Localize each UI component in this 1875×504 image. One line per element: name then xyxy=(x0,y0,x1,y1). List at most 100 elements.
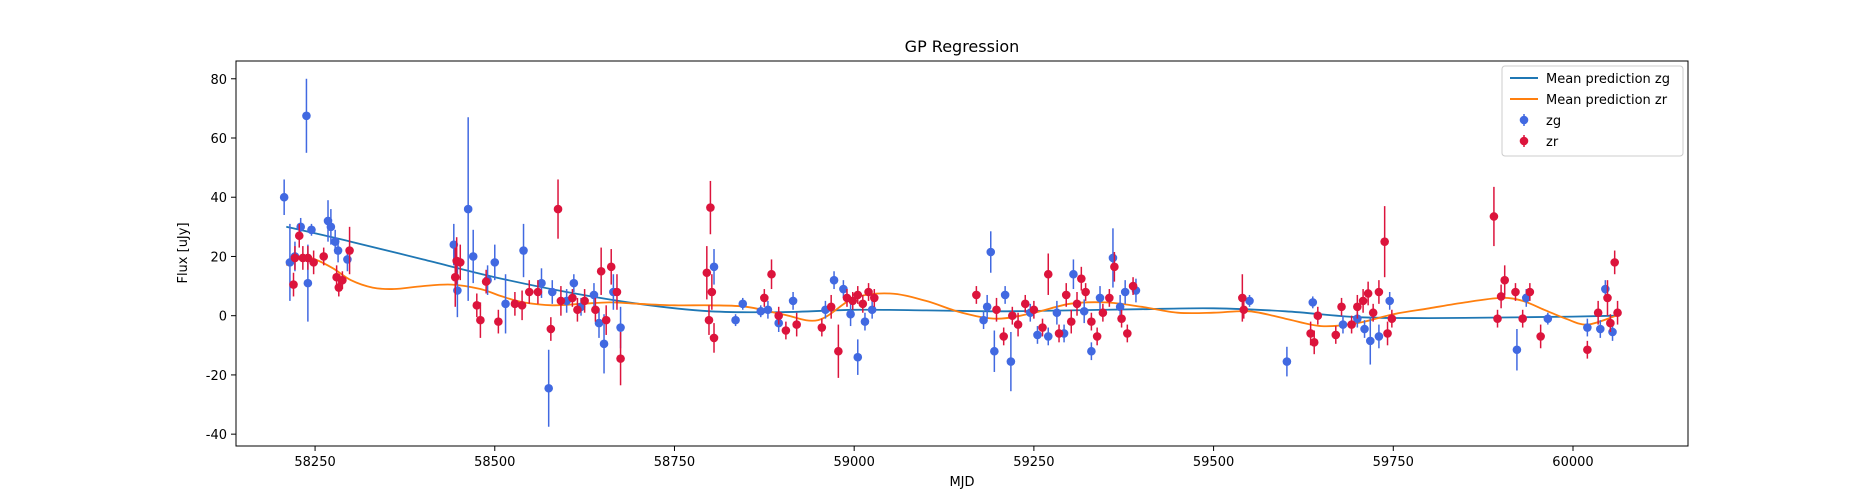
x-tick-label: 58500 xyxy=(474,455,515,470)
data-point xyxy=(596,266,606,276)
data-point xyxy=(309,258,318,267)
data-point xyxy=(1306,329,1315,338)
data-point xyxy=(296,222,305,232)
data-point xyxy=(343,255,352,264)
data-point xyxy=(481,277,491,286)
data-point xyxy=(848,296,858,306)
data-point xyxy=(853,290,863,300)
data-point xyxy=(453,286,462,295)
data-point xyxy=(706,203,715,212)
data-point xyxy=(601,315,611,325)
data-point xyxy=(860,317,870,326)
data-point xyxy=(476,315,485,325)
data-point xyxy=(573,305,582,315)
data-point xyxy=(472,301,482,310)
data-point xyxy=(568,293,577,303)
plot-area xyxy=(279,78,1622,427)
data-point xyxy=(1360,324,1369,334)
data-point xyxy=(1072,299,1082,309)
data-point xyxy=(569,278,579,288)
x-tick-label: 60000 xyxy=(1552,455,1593,470)
y-tick-label: -20 xyxy=(206,369,227,384)
data-point xyxy=(738,299,748,309)
data-point xyxy=(1347,320,1356,329)
data-point xyxy=(517,301,527,310)
data-point xyxy=(606,262,616,272)
data-point xyxy=(289,280,298,289)
data-point xyxy=(294,231,304,241)
data-point xyxy=(1593,308,1603,318)
data-point xyxy=(279,192,289,202)
data-point xyxy=(763,305,773,315)
data-point xyxy=(1092,332,1102,341)
data-point xyxy=(307,225,316,235)
chart-title: GP Regression xyxy=(905,37,1020,56)
data-point xyxy=(1500,275,1510,285)
y-tick-label: 0 xyxy=(219,310,227,325)
data-point xyxy=(1006,357,1016,366)
data-point xyxy=(334,283,344,292)
data-point xyxy=(290,253,300,263)
data-point xyxy=(756,306,766,316)
data-point xyxy=(591,305,600,315)
data-point xyxy=(1095,293,1105,303)
data-point xyxy=(704,315,714,325)
data-point xyxy=(594,318,604,328)
data-point xyxy=(1282,357,1292,366)
data-point xyxy=(1374,287,1384,297)
data-point xyxy=(616,323,625,332)
data-point xyxy=(781,326,791,335)
x-tick-label: 59250 xyxy=(1013,455,1054,470)
data-point xyxy=(1120,287,1130,297)
data-point xyxy=(612,287,622,297)
data-point xyxy=(1512,345,1522,355)
data-point xyxy=(490,258,500,267)
data-point xyxy=(1029,305,1039,315)
legend-label: zg xyxy=(1546,114,1561,129)
data-point xyxy=(510,299,520,309)
data-point xyxy=(1338,320,1348,329)
data-point xyxy=(1038,323,1047,332)
data-point xyxy=(709,333,719,343)
data-point xyxy=(731,315,740,325)
data-point xyxy=(992,305,1001,315)
data-point xyxy=(326,222,336,232)
data-point xyxy=(1368,308,1378,318)
data-point xyxy=(501,299,510,309)
data-point xyxy=(846,309,855,319)
series-zr xyxy=(289,179,1622,386)
data-point xyxy=(1511,287,1520,297)
data-point xyxy=(1066,317,1076,326)
data-point xyxy=(1365,336,1375,346)
data-point xyxy=(1313,311,1323,320)
x-tick-label: 59750 xyxy=(1373,455,1414,470)
data-point xyxy=(1020,299,1030,309)
data-point xyxy=(788,296,798,306)
x-tick-label: 59000 xyxy=(833,455,874,470)
data-point xyxy=(580,296,589,306)
data-point xyxy=(1596,324,1605,334)
legend: Mean prediction zg Mean prediction zr zg zr xyxy=(1501,65,1684,157)
data-point xyxy=(1353,302,1362,312)
data-point xyxy=(1043,269,1053,279)
data-point xyxy=(1358,296,1368,306)
data-point xyxy=(1069,269,1078,279)
data-point xyxy=(1583,345,1592,355)
data-point xyxy=(544,383,553,393)
data-point xyxy=(1374,332,1384,341)
data-point xyxy=(839,284,848,294)
data-point xyxy=(870,293,879,303)
data-point xyxy=(1079,306,1089,316)
data-point xyxy=(834,346,843,356)
y-tick-label: 60 xyxy=(210,132,227,147)
data-point xyxy=(553,204,563,214)
data-point xyxy=(702,268,712,278)
data-point xyxy=(1496,292,1506,301)
data-point xyxy=(1363,289,1373,298)
data-point xyxy=(709,262,719,272)
data-point xyxy=(1353,314,1362,323)
data-point xyxy=(1077,274,1086,283)
data-point xyxy=(1383,329,1392,338)
data-point xyxy=(853,352,863,362)
